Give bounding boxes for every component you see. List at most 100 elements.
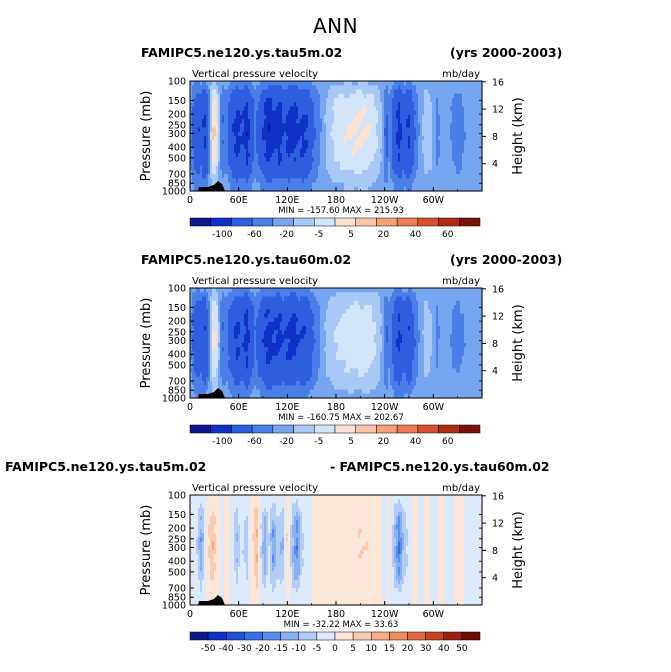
colorbar-label: -100 xyxy=(212,230,233,240)
colorbar-label: 40 xyxy=(410,437,422,447)
y2-tick-label: 4 xyxy=(492,366,498,377)
y2-tick-label: 4 xyxy=(492,159,498,170)
colorbar-label: 50 xyxy=(456,644,468,654)
panel-2-field xyxy=(190,288,483,399)
y-tick-label: 100 xyxy=(168,77,186,88)
y2-tick-label: 8 xyxy=(492,546,498,557)
y-tick-label: 100 xyxy=(168,284,186,295)
panel-3-ylabel: Pressure (mb) xyxy=(139,505,154,596)
colorbar-label: 30 xyxy=(420,644,432,654)
panel-1-chart: Vertical pressure velocity mb/day 100 150 20… xyxy=(139,69,526,240)
y-tick-label: 400 xyxy=(168,350,186,361)
colorbar-label: -15 xyxy=(273,644,288,654)
x-tick-label: 60W xyxy=(423,402,445,413)
x-tick-label: 0 xyxy=(187,195,193,206)
x-tick-label: 180 xyxy=(327,609,345,620)
panel-2-period-label: (yrs 2000-2003) xyxy=(450,252,563,267)
colorbar-label: 40 xyxy=(410,230,422,240)
y-tick-label: 200 xyxy=(168,110,186,121)
y-tick-label: 850 xyxy=(168,386,186,397)
page-title: ANN xyxy=(312,14,359,38)
y-tick-label: 500 xyxy=(168,360,186,371)
panel-1-colorbar: -100 -60 -20 -5 5 20 40 60 xyxy=(189,217,481,240)
x-tick-label: 60W xyxy=(423,609,445,620)
x-tick-label: 0 xyxy=(187,609,193,620)
panel-3-subtitle: Vertical pressure velocity xyxy=(192,483,318,494)
colorbar-label: -60 xyxy=(247,437,262,447)
y2-tick-label: 16 xyxy=(492,284,504,295)
y-tick-label: 300 xyxy=(168,129,186,140)
panel-3-units: mb/day xyxy=(442,483,480,494)
colorbar-label: -5 xyxy=(312,644,321,654)
y-tick-label: 150 xyxy=(168,510,186,521)
x-tick-label: 120W xyxy=(371,195,399,206)
colorbar-label: 10 xyxy=(366,644,378,654)
colorbar-label: 0 xyxy=(332,644,338,654)
colorbar-label: 15 xyxy=(384,644,395,654)
colorbar-label: -50 xyxy=(201,644,216,654)
panel-2-units: mb/day xyxy=(442,276,480,287)
y-tick-label: 1000 xyxy=(162,394,186,405)
y-tick-label: 250 xyxy=(168,534,186,545)
panel-1-period-label: (yrs 2000-2003) xyxy=(450,45,563,60)
x-tick-label: 60E xyxy=(230,609,248,620)
y-tick-label: 400 xyxy=(168,143,186,154)
colorbar-label: -10 xyxy=(291,644,306,654)
panel-1-y2label: Height (km) xyxy=(511,97,526,174)
x-tick-label: 120E xyxy=(275,609,299,620)
panel-1-min-max: MIN = -157.60 MAX = 215.93 xyxy=(278,206,403,216)
y-tick-label: 850 xyxy=(168,179,186,190)
y-tick-label: 300 xyxy=(168,336,186,347)
y-tick-label: 500 xyxy=(168,153,186,164)
y-tick-label: 1000 xyxy=(162,187,186,198)
x-tick-label: 120E xyxy=(275,402,299,413)
panel-2-colorbar: -100 -60 -20 -5 5 20 40 60 xyxy=(189,424,481,447)
y2-tick-label: 16 xyxy=(492,77,504,88)
y2-tick-label: 8 xyxy=(492,339,498,350)
x-tick-label: 120E xyxy=(275,195,299,206)
colorbar-label: -5 xyxy=(314,230,323,240)
y2-tick-label: 12 xyxy=(492,312,504,323)
colorbar-label: -20 xyxy=(255,644,270,654)
x-tick-label: 120W xyxy=(371,609,399,620)
panel-2-run-label: FAMIPC5.ne120.ys.tau60m.02 xyxy=(141,252,352,267)
colorbar-label: 20 xyxy=(402,644,414,654)
colorbar-label: -40 xyxy=(219,644,234,654)
colorbar-label: -20 xyxy=(279,230,294,240)
y-tick-label: 850 xyxy=(168,593,186,604)
y-tick-label: 400 xyxy=(168,557,186,568)
y-tick-label: 700 xyxy=(168,169,186,180)
panel-3-y2label: Height (km) xyxy=(511,511,526,588)
x-tick-label: 180 xyxy=(327,195,345,206)
panel-1-field xyxy=(190,81,483,192)
panel-1-units: mb/day xyxy=(442,69,480,80)
y2-tick-label: 16 xyxy=(492,491,504,502)
x-tick-label: 60E xyxy=(230,195,248,206)
colorbar-label: 60 xyxy=(442,437,454,447)
panel-3-run-label: FAMIPC5.ne120.ys.tau5m.02 xyxy=(5,459,207,474)
x-tick-label: 0 xyxy=(187,402,193,413)
panel-3-colorbar: -50 -40 -30 -20 -15 -10 -5 0 5 10 15 20 30 40 50 xyxy=(189,631,481,654)
colorbar-label: 20 xyxy=(378,230,390,240)
panel-2-topography xyxy=(198,388,225,398)
y2-tick-label: 4 xyxy=(492,573,498,584)
colorbar-label: 5 xyxy=(350,644,356,654)
panel-1-topography xyxy=(198,181,225,191)
x-tick-label: 60W xyxy=(423,195,445,206)
x-tick-label: 120W xyxy=(371,402,399,413)
x-tick-label: 60E xyxy=(230,402,248,413)
colorbar-label: -20 xyxy=(279,437,294,447)
panel-2-ylabel: Pressure (mb) xyxy=(139,298,154,389)
y-tick-label: 150 xyxy=(168,303,186,314)
panel-2-min-max: MIN = -160.75 MAX = 202.67 xyxy=(278,413,403,423)
colorbar-label: 40 xyxy=(438,644,450,654)
y-tick-label: 150 xyxy=(168,96,186,107)
y2-tick-label: 12 xyxy=(492,105,504,116)
y-tick-label: 200 xyxy=(168,317,186,328)
panel-3-field xyxy=(190,495,483,606)
colorbar-label: -60 xyxy=(247,230,262,240)
y-tick-label: 700 xyxy=(168,583,186,594)
panel-1-run-label: FAMIPC5.ne120.ys.tau5m.02 xyxy=(141,45,343,60)
y-tick-label: 250 xyxy=(168,120,186,131)
y2-tick-label: 8 xyxy=(492,132,498,143)
